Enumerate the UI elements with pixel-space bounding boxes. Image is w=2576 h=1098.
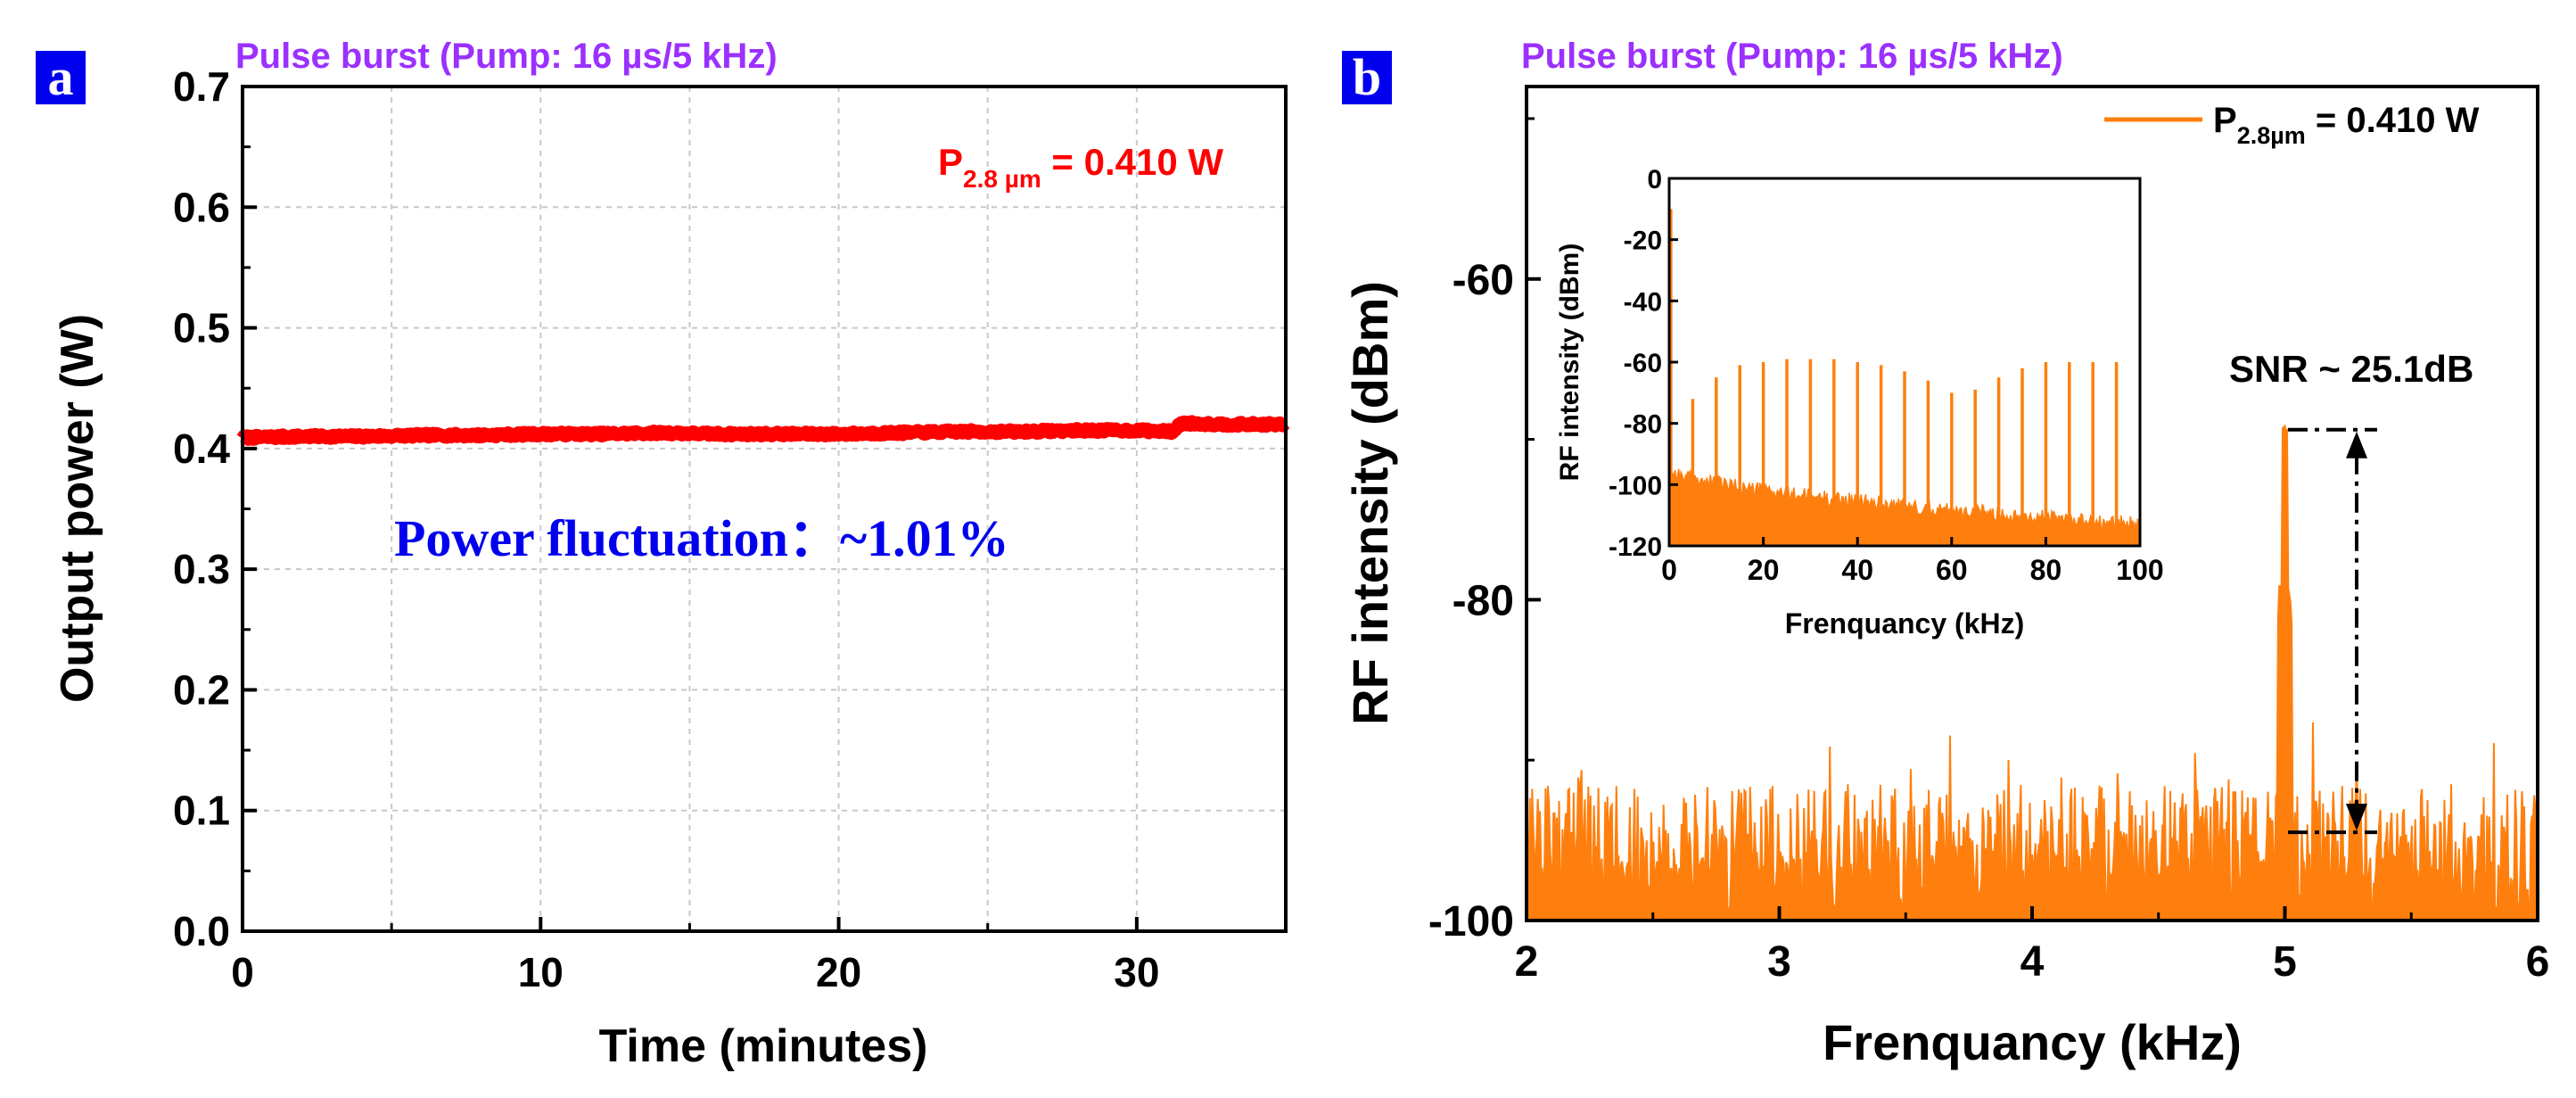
inset-xtick-label: 40 xyxy=(1841,554,1873,586)
panel-a-xtick-label: 30 xyxy=(1114,949,1159,995)
panel-a-ytick-label: 0.2 xyxy=(173,666,230,713)
panel-b-ytick-label: -80 xyxy=(1453,577,1514,624)
inset-ytick-label: -40 xyxy=(1624,287,1662,317)
inset-ytick-label: -20 xyxy=(1624,227,1662,256)
inset-ytick-label: -80 xyxy=(1624,410,1662,440)
panel-b-ylabel: RF intensity (dBm) xyxy=(1342,281,1398,725)
panel-a-legend-suffix: = 0.410 W xyxy=(1041,141,1224,183)
inset-harmonic-peaks xyxy=(1669,209,2119,546)
panel-a-ytick-label: 0.7 xyxy=(173,63,230,110)
panel-a-label: a xyxy=(48,48,74,106)
panel-a-ytick-label: 0.4 xyxy=(173,425,230,472)
panel-a-series-line xyxy=(236,415,1291,446)
panel-a-legend-sub: 2.8 µm xyxy=(963,165,1041,193)
inset-xtick-label: 100 xyxy=(2116,554,2163,586)
panel-a-legend: P2.8 µm = 0.410 W xyxy=(938,141,1223,193)
panel-b-axes-frame xyxy=(1525,85,2539,922)
inset-xtick-label: 20 xyxy=(1748,554,1780,586)
panel-b-xtick-label: 5 xyxy=(2273,938,2297,986)
panel-b-legend-suffix: = 0.410 W xyxy=(2306,101,2480,140)
panel-a-xlabel: Time (minutes) xyxy=(599,1020,928,1072)
inset-ytick-label: 0 xyxy=(1647,165,1662,194)
panel-a: a Pulse burst (Pump: 16 µs/5 kHz) 0 10 20 3… xyxy=(36,37,1291,1072)
inset-tick-labels: 0 20 40 60 80 100 0 -20 -40 -60 -80 -100 -120 xyxy=(1609,165,2164,586)
panel-a-axes-frame xyxy=(241,85,1288,933)
panel-b: b Pulse burst (Pump: 16 µs/5 kHz) 2 3 4 5 6 -… xyxy=(1342,37,2549,1070)
panel-b-snr-arrow-down xyxy=(2346,804,2367,831)
panel-a-xtick-label: 0 xyxy=(231,949,254,995)
panel-b-snr-label: SNR ~ 25.1dB xyxy=(2229,348,2473,390)
panel-a-legend-prefix: P xyxy=(938,141,963,183)
panel-a-grid xyxy=(243,86,1286,931)
panel-a-ytick-label: 0.0 xyxy=(173,908,230,954)
panel-a-ytick-label: 0.3 xyxy=(173,546,230,592)
inset-ytick-label: -60 xyxy=(1624,349,1662,378)
panel-a-title: Pulse burst (Pump: 16 µs/5 kHz) xyxy=(235,37,778,76)
panel-b-xlabel: Frenquancy (kHz) xyxy=(1823,1014,2242,1070)
panel-b-title: Pulse burst (Pump: 16 µs/5 kHz) xyxy=(1521,37,2063,76)
panel-a-annotation: Power fluctuation：~1.01% xyxy=(394,509,1009,567)
panel-a-ytick-label: 0.5 xyxy=(173,305,230,351)
panel-b-label-box xyxy=(1342,51,1392,104)
panel-b-legend-sub: 2.8µm xyxy=(2237,122,2306,149)
panel-b-legend: P2.8µm = 0.410 W xyxy=(2104,101,2480,149)
panel-b-legend-text: P2.8µm = 0.410 W xyxy=(2213,101,2480,149)
panel-a-xtick-label: 10 xyxy=(518,949,564,995)
panel-a-ytick-label: 0.1 xyxy=(173,788,230,834)
panel-a-ylabel: Output power (W) xyxy=(52,314,103,703)
inset-ytick-label: -100 xyxy=(1609,471,1662,500)
inset-axes-frame xyxy=(1667,177,2142,548)
panel-a-tick-labels: 0 10 20 30 0.0 0.1 0.2 0.3 0.4 0.5 0.6 0.7 xyxy=(173,63,1159,995)
panel-b-xtick-label: 4 xyxy=(2020,938,2045,986)
inset-xlabel: Frenquancy (kHz) xyxy=(1785,607,2024,640)
panel-a-ytick-label: 0.6 xyxy=(173,184,230,230)
panel-b-legend-prefix: P xyxy=(2213,101,2237,140)
panel-b-xtick-label: 6 xyxy=(2526,938,2550,986)
inset-ylabel: RF intensity (dBm) xyxy=(1555,244,1584,482)
panel-b-snr-marker xyxy=(2288,427,2377,835)
panel-b-tick-labels: 2 3 4 5 6 -60 -80 -100 xyxy=(1428,257,2549,986)
panel-b-ytick-label: -100 xyxy=(1428,898,1514,945)
inset-ytick-label: -120 xyxy=(1609,532,1662,562)
panel-b-xtick-label: 2 xyxy=(1515,938,1539,986)
panel-b-label: b xyxy=(1353,48,1381,106)
inset-xtick-label: 80 xyxy=(2030,554,2062,586)
inset-xtick-label: 60 xyxy=(1936,554,1968,586)
inset-xtick-label: 0 xyxy=(1661,554,1677,586)
panel-a-xtick-label: 20 xyxy=(816,949,861,995)
panel-b-xtick-label: 3 xyxy=(1767,938,1791,986)
panel-a-label-box xyxy=(36,51,86,104)
panel-b-inset: 0 20 40 60 80 100 0 -20 -40 -60 -80 -100 -120 Frenqu… xyxy=(1555,165,2164,640)
panel-b-snr-arrow-up xyxy=(2346,431,2367,458)
panel-b-ytick-label: -60 xyxy=(1453,257,1514,304)
panel-b-spectrum xyxy=(1526,424,2539,921)
